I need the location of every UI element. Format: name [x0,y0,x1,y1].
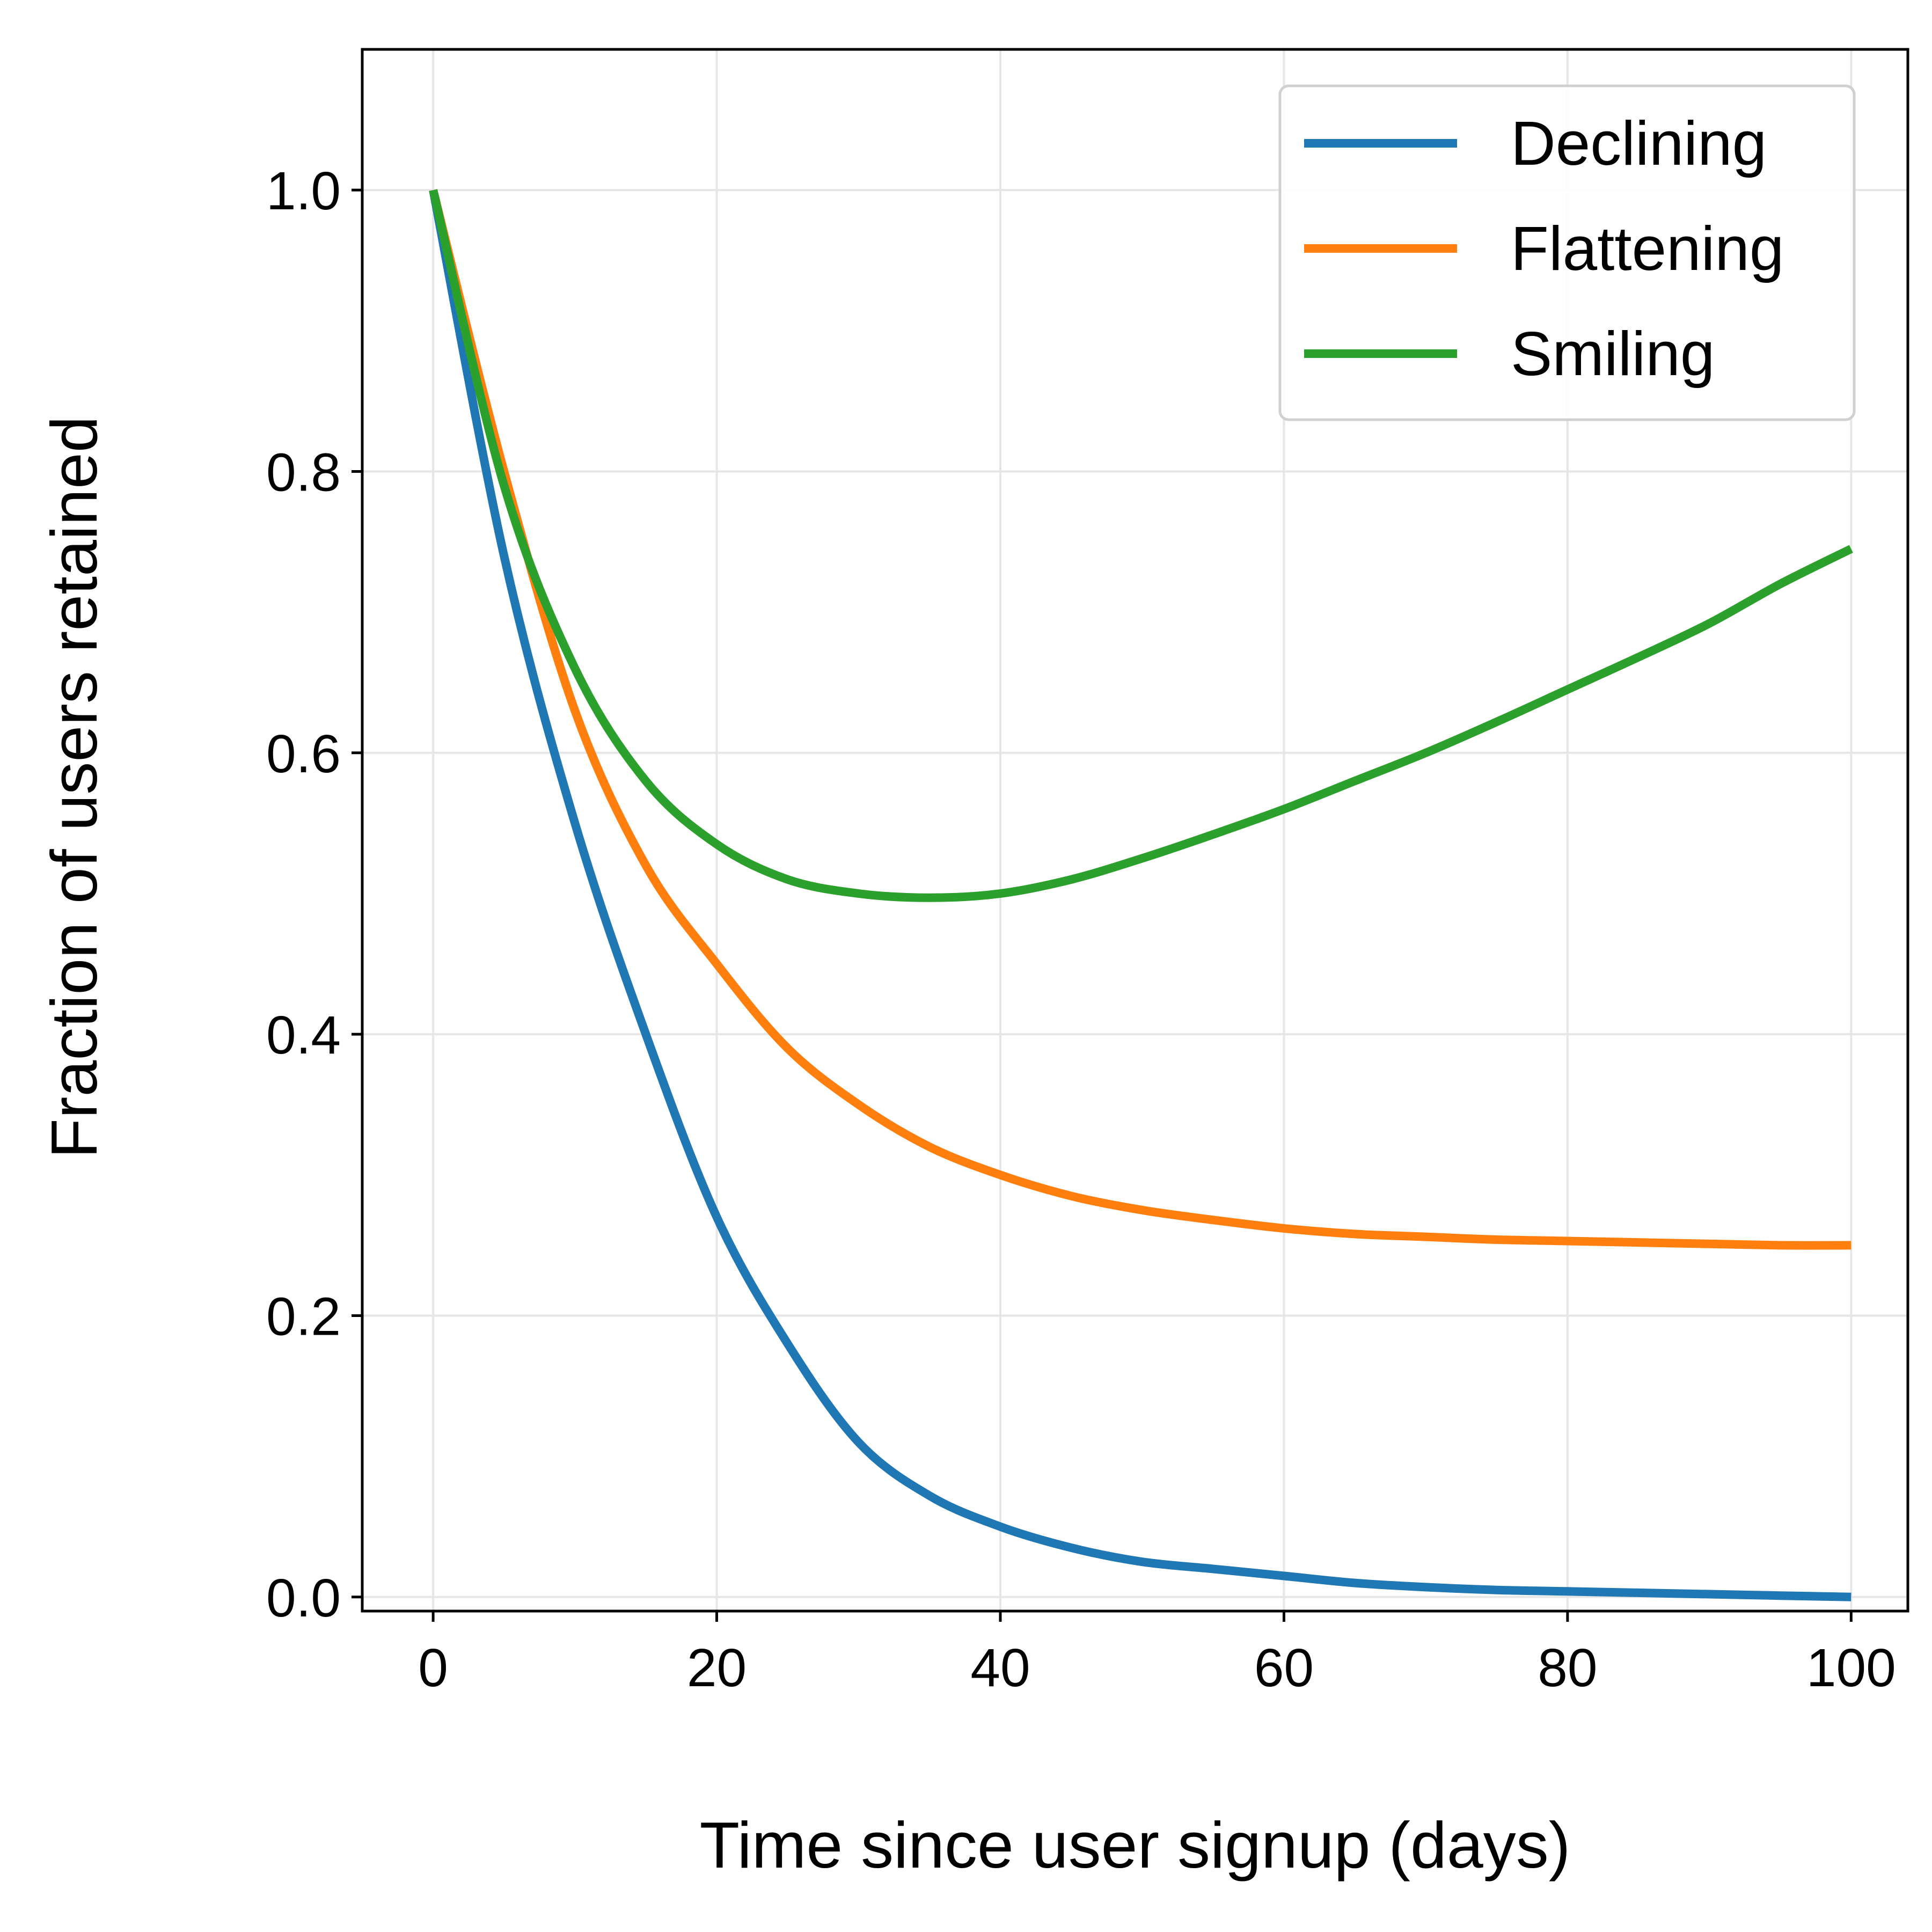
legend-label-smiling: Smiling [1511,319,1715,389]
series-lines [429,189,1853,1601]
series-line-flattening [429,189,1851,1250]
x-tick-label: 0 [418,1638,448,1698]
x-tick-label: 40 [970,1638,1030,1698]
legend: Declining Flattening Smiling [1278,84,1856,421]
series-line-declining [429,189,1851,1601]
x-tick-label: 80 [1538,1638,1597,1698]
x-tick-label: 100 [1806,1638,1896,1698]
axis-ticks: 0 20 40 60 80 100 0.0 0.2 0.4 0.6 0.8 1.0 [266,161,1896,1698]
y-tick-label: 0.4 [266,1005,341,1065]
legend-label-flattening: Flattening [1511,214,1784,283]
y-tick-label: 0.6 [266,724,341,784]
y-tick-label: 0.0 [266,1568,341,1628]
legend-box [1278,84,1856,421]
grid-lines [362,49,1908,1611]
y-tick-label: 0.2 [266,1286,341,1346]
x-tick-label: 60 [1254,1638,1314,1698]
x-tick-label: 20 [687,1638,747,1698]
y-tick-label: 1.0 [266,161,341,221]
legend-label-declining: Declining [1511,108,1767,178]
y-axis-label: Fraction of users retained [38,416,111,1158]
plot-frame [361,48,1909,1613]
series-line-smiling [429,189,1853,902]
y-tick-label: 0.8 [266,442,341,502]
x-axis-label: Time since user signup (days) [700,1809,1571,1882]
